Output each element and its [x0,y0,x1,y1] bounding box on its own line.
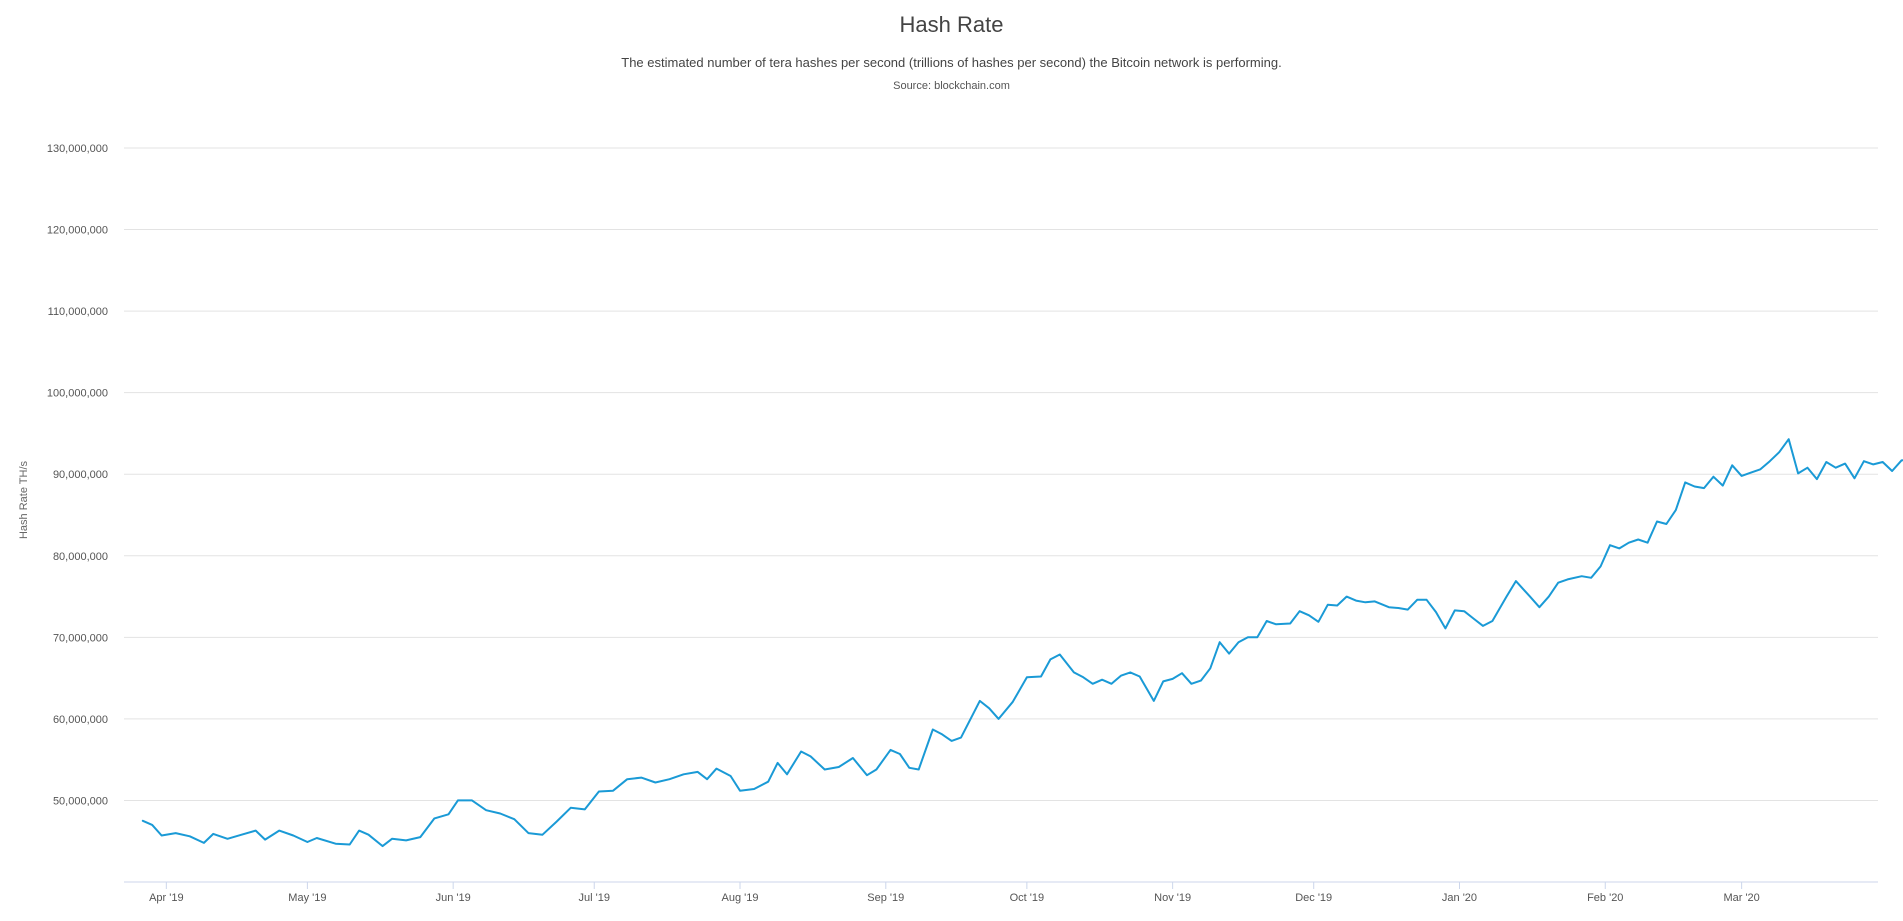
x-tick-label: Feb '20 [1587,892,1623,904]
x-tick-label: Aug '19 [722,892,759,904]
x-tick-label: Dec '19 [1295,892,1332,904]
chart-title: Hash Rate [899,12,1004,37]
series-line [141,438,1903,848]
x-tick-label: Jul '19 [579,892,610,904]
y-axis-label: Hash Rate TH/s [18,460,30,539]
x-tick-label: Jun '19 [436,892,471,904]
y-axis-ticks: 50,000,000 60,000,000 70,000,000 80,000,000… [47,143,108,807]
gridlines [124,147,1878,801]
x-axis: Apr '19 May '19 Jun '19 Jul '19 Aug '19 Sep '… [124,881,1878,904]
chart-source: Source: blockchain.com [893,80,1010,92]
x-tick-label: May '19 [288,892,326,904]
series-group [141,438,1903,848]
y-tick-label: 120,000,000 [47,225,108,237]
y-tick-label: 90,000,000 [53,469,108,481]
x-tick-label: Nov '19 [1154,892,1191,904]
x-tick-label: Jan '20 [1442,892,1477,904]
x-tick-label: Apr '19 [149,892,184,904]
y-tick-label: 70,000,000 [53,632,108,644]
y-tick-label: 130,000,000 [47,143,108,155]
y-tick-label: 60,000,000 [53,714,108,726]
y-tick-label: 110,000,000 [48,306,108,318]
x-tick-label: Oct '19 [1010,892,1045,904]
chart-subtitle: The estimated number of tera hashes per … [621,55,1282,70]
y-tick-label: 80,000,000 [53,551,108,563]
x-tick-label: Mar '20 [1723,892,1759,904]
y-tick-label: 100,000,000 [47,388,108,400]
y-tick-label: 50,000,000 [53,795,108,807]
x-tick-label: Sep '19 [867,892,904,904]
